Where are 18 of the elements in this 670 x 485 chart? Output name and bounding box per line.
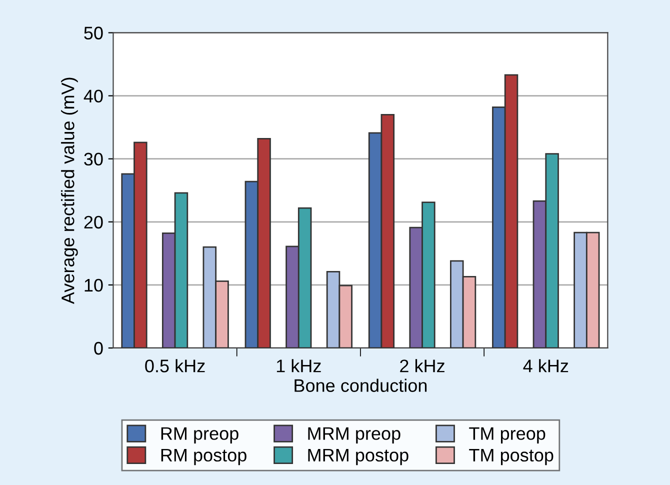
x-tick-label: 4 kHz (523, 359, 568, 372)
x-tick-label: 1 kHz (276, 359, 321, 372)
legend-label: MRM preop (308, 427, 400, 444)
x-axis-title: Bone conduction (294, 378, 427, 392)
x-tick-label: 2 kHz (400, 359, 444, 372)
legend-label: MRM postop (308, 448, 408, 466)
legend-label: TM postop (469, 448, 554, 466)
y-tick-label: 0 (94, 342, 103, 355)
y-tick-label: 10 (84, 278, 103, 292)
x-tick-label: 0.5 kHz (145, 359, 205, 372)
y-tick-label: 50 (84, 26, 103, 40)
legend-label: TM preop (469, 427, 546, 444)
legend-label: RM postop (161, 448, 246, 466)
legend-label: RM preop (161, 427, 238, 444)
y-tick-label: 40 (84, 90, 103, 103)
y-axis-title: Average rectified value (mV) (61, 78, 78, 304)
y-tick-label: 30 (84, 152, 103, 166)
y-tick-label: 20 (84, 216, 103, 229)
